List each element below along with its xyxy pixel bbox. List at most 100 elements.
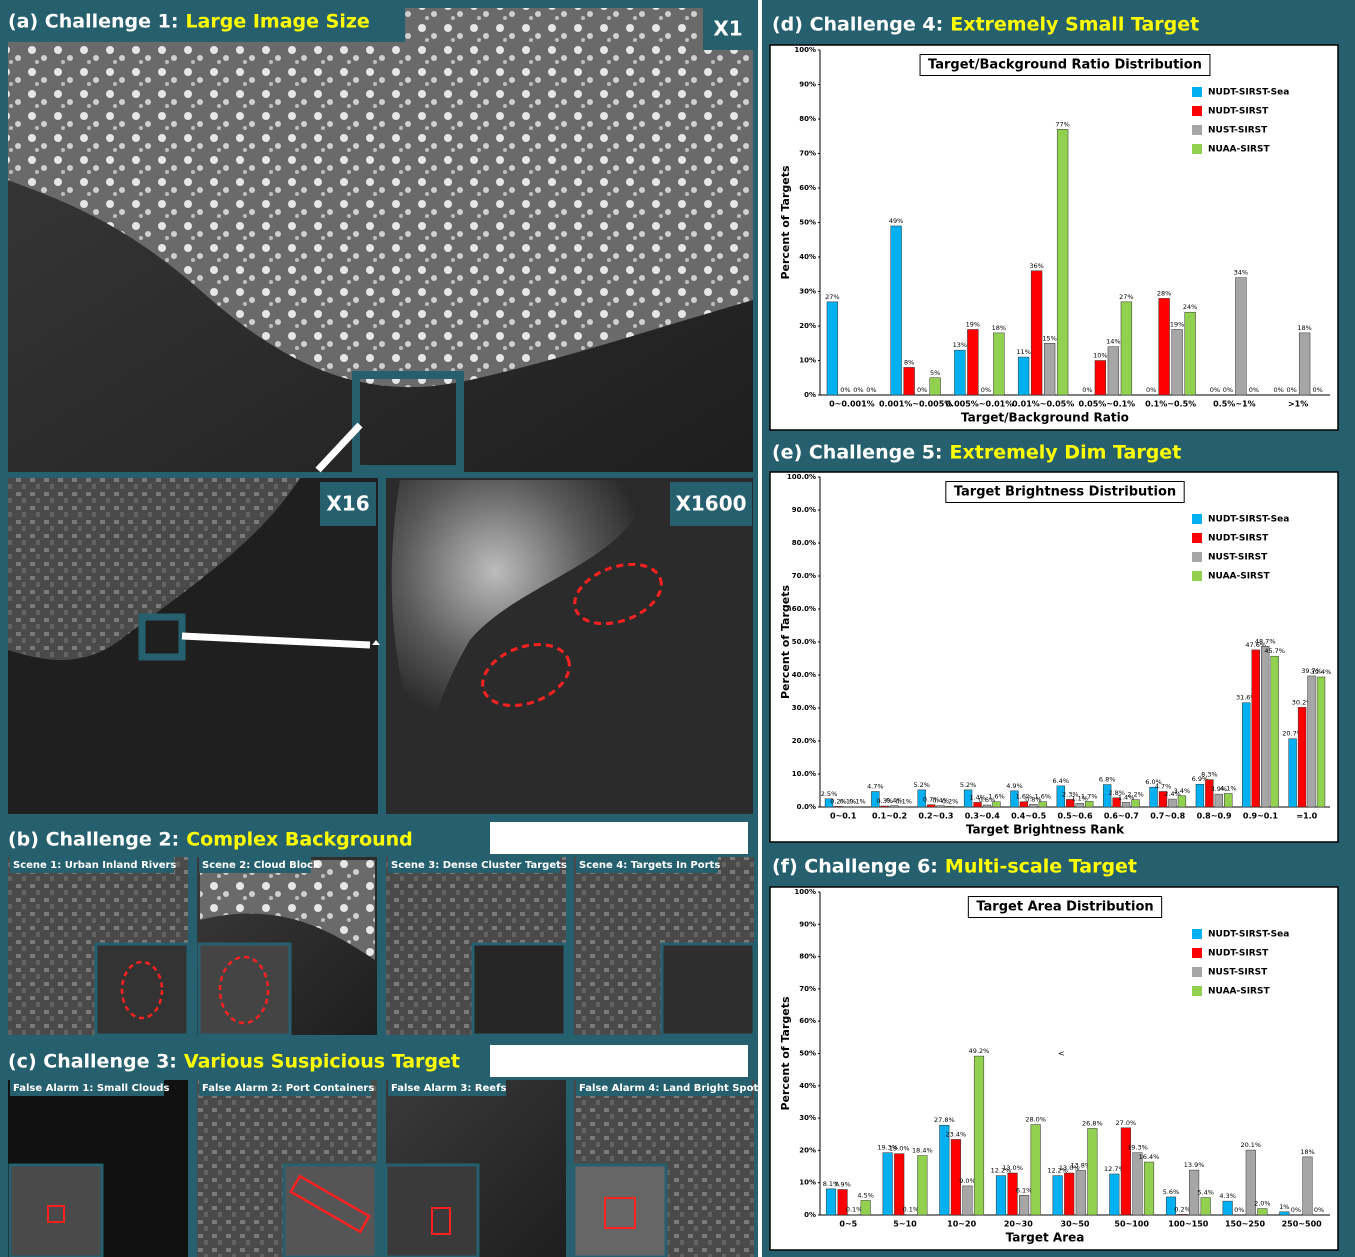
bar [1053, 1176, 1063, 1215]
bar [993, 333, 1004, 395]
y-tick-label: 60.0% [792, 605, 816, 613]
legend-label: NUDT-SIRST [1208, 107, 1269, 117]
bar [890, 806, 898, 807]
value-label: 5.6% [1163, 1188, 1180, 1196]
value-label: 18.4% [912, 1147, 933, 1155]
x-tick-label: 20~30 [1004, 1220, 1033, 1229]
value-label: 0.2% [942, 797, 959, 805]
value-label: 0% [1312, 386, 1322, 394]
bar [826, 1189, 836, 1215]
value-label: 0% [917, 386, 927, 394]
value-label: 3.4% [1174, 787, 1191, 795]
legend-label: NUDT-SIRST-Sea [1208, 930, 1289, 940]
value-label: 4.3% [1219, 1192, 1236, 1200]
bar [1122, 802, 1130, 807]
value-label: 4.5% [857, 1191, 874, 1199]
value-label: 7.9% [834, 1180, 851, 1188]
heading-prefix: (e) Challenge 5: [772, 442, 943, 464]
value-label: 0% [1234, 1206, 1244, 1214]
bar [1085, 801, 1093, 807]
bar [1133, 1153, 1143, 1215]
bar [1064, 1173, 1074, 1215]
value-label: 0% [1286, 386, 1296, 394]
scene-label: Scene 3: Dense Cluster Targets [391, 860, 567, 871]
y-tick-label: 30.0% [792, 704, 816, 712]
legend-swatch [1192, 929, 1202, 939]
false-alarm-label: False Alarm 1: Small Clouds [13, 1083, 169, 1094]
y-tick-label: 30% [799, 288, 816, 296]
value-label: 48.7% [1255, 637, 1276, 645]
bar [1121, 1128, 1131, 1215]
y-tick-label: 0.0% [797, 803, 816, 811]
legend-swatch [1192, 106, 1202, 116]
bar [1018, 357, 1029, 395]
x-tick-label: 0~0.001% [829, 400, 875, 409]
bar [1258, 1209, 1268, 1215]
value-label: 13.0% [1002, 1164, 1023, 1172]
x-tick-label: 0.01%~0.05% [1012, 400, 1074, 409]
bar [1178, 1214, 1188, 1215]
bar [937, 806, 945, 807]
x-tick-label: 0.9~0.1 [1243, 812, 1278, 821]
x-tick-label: 10~20 [947, 1220, 976, 1229]
legend-swatch [1192, 144, 1202, 154]
x-tick-label: >1% [1288, 400, 1308, 409]
panel-b: (b) Challenge 2: Complex Background Scen… [0, 818, 758, 1040]
value-label: 8.3% [1201, 771, 1218, 779]
bar [1196, 784, 1204, 807]
bar [974, 1056, 984, 1215]
value-label: 19.0% [889, 1145, 910, 1153]
x-tick-label: 0.4~0.5 [1011, 812, 1046, 821]
legend-label: NUAA-SIRST [1208, 572, 1270, 582]
y-axis-label: Percent of Targets [779, 585, 792, 700]
bar [881, 806, 889, 807]
bar [930, 378, 941, 395]
figure: (a) Challenge 1: Large Image Size X1 X16… [0, 0, 1355, 1257]
x-tick-label: 0.6~0.7 [1104, 812, 1139, 821]
legend-label: NUAA-SIRST [1208, 987, 1270, 997]
value-label: 19% [966, 320, 980, 328]
x-tick-label: 0.1~0.2 [872, 812, 907, 821]
value-label: 27% [825, 293, 839, 301]
x-axis-label: Target Brightness Rank [966, 823, 1125, 837]
bar [1169, 799, 1177, 807]
x-tick-label: 0.1%~0.5% [1145, 400, 1196, 409]
value-label: 39.4% [1311, 668, 1332, 676]
bar [1159, 298, 1170, 395]
bar [940, 1125, 950, 1215]
value-label: 0.1% [849, 798, 866, 806]
bar [1172, 329, 1183, 395]
value-label: 16.4% [1139, 1153, 1160, 1161]
heading-highlight: Various Suspicious Target [184, 1051, 460, 1073]
value-label: 4.9% [1006, 782, 1023, 790]
y-tick-label: 100% [794, 46, 816, 54]
bar [1215, 794, 1223, 807]
value-label: 13% [953, 341, 967, 349]
bar [1108, 347, 1119, 395]
x-tick-label: =1.0 [1296, 812, 1317, 821]
bar [983, 805, 991, 807]
value-label: 5% [930, 369, 940, 377]
bar [1289, 739, 1297, 807]
value-label: 19% [1170, 320, 1184, 328]
y-tick-label: 0% [804, 391, 816, 399]
value-label: 0% [1249, 386, 1259, 394]
heading-highlight: Extremely Dim Target [950, 442, 1182, 464]
value-label: 0% [1146, 386, 1156, 394]
value-label: 18% [992, 324, 1006, 332]
value-label: 0% [853, 386, 863, 394]
bar [904, 367, 915, 395]
legend-swatch [1192, 87, 1202, 97]
y-axis-label: Percent of Targets [779, 165, 792, 280]
legend-label: NUDT-SIRST-Sea [1208, 515, 1289, 525]
x-tick-label: 0.005%~0.01% [945, 400, 1013, 409]
heading-prefix: (b) Challenge 2: [8, 829, 179, 851]
y-tick-label: 80% [799, 115, 816, 123]
x-tick-label: 0.7~0.8 [1150, 812, 1185, 821]
value-label: 6.8% [1099, 776, 1116, 784]
value-label: 45.7% [1264, 647, 1285, 655]
heading-prefix: (f) Challenge 6: [772, 856, 938, 878]
bar [1178, 796, 1186, 807]
value-label: 11% [1016, 348, 1030, 356]
legend-swatch [1192, 948, 1202, 958]
